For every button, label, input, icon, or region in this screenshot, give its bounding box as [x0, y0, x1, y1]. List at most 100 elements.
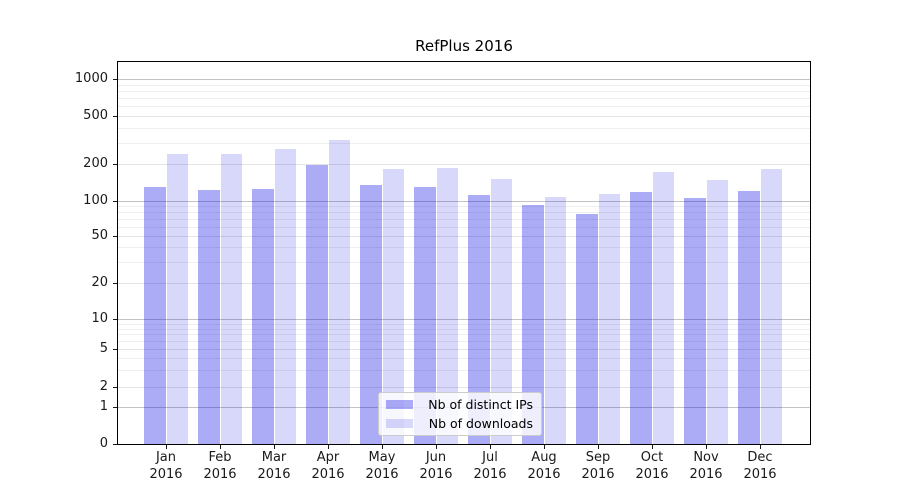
- y-tick-label: 0: [99, 436, 108, 451]
- gridline-minor: [118, 85, 810, 86]
- y-tick-label: 20: [91, 275, 108, 290]
- x-tick-label-jul: Jul 2016: [463, 449, 517, 483]
- x-tick-label-aug: Aug 2016: [517, 449, 571, 483]
- y-tick: [113, 407, 117, 408]
- y-tick: [113, 283, 117, 284]
- x-tick-label-sep: Sep 2016: [571, 449, 625, 483]
- y-tick: [113, 349, 117, 350]
- gridline-minor: [118, 128, 810, 129]
- x-tick-label-mar: Mar 2016: [247, 449, 301, 483]
- gridline-minor: [118, 247, 810, 248]
- bar-downloads-sep: [598, 194, 620, 444]
- x-tick-year-label: 2016: [635, 467, 669, 482]
- y-tick-label: 100: [83, 193, 108, 208]
- y-tick-label: 5: [99, 341, 108, 356]
- x-tick-year-label: 2016: [419, 467, 453, 482]
- gridline-minor: [118, 334, 810, 335]
- gridline-minor: [118, 227, 810, 228]
- y-tick-label: 1000: [74, 71, 108, 86]
- x-tick: [166, 445, 167, 449]
- gridline-major: [118, 201, 810, 202]
- bar-downloads-aug: [544, 196, 566, 444]
- y-tick: [113, 319, 117, 320]
- legend-label-downloads: Nb of downloads: [428, 416, 533, 431]
- gridline-minor: [118, 219, 810, 220]
- x-tick-year-label: 2016: [203, 467, 237, 482]
- y-tick: [113, 164, 117, 165]
- bar-distinct-ips-may: [360, 184, 382, 444]
- bar-downloads-mar: [274, 149, 296, 444]
- x-tick-label-dec: Dec 2016: [733, 449, 787, 483]
- bar-distinct-ips-dec: [738, 190, 760, 444]
- legend-swatch-distinct-ips: [386, 400, 413, 409]
- y-tick-label: 10: [91, 311, 108, 326]
- x-tick: [760, 445, 761, 449]
- y-tick: [113, 444, 117, 445]
- legend-label-distinct-ips: Nb of distinct IPs: [428, 397, 533, 412]
- gridline-minor: [118, 262, 810, 263]
- gridline-minor: [118, 324, 810, 325]
- legend-item-distinct-ips: Nb of distinct IPs: [386, 397, 533, 412]
- gridline-minor: [118, 98, 810, 99]
- y-tick-label: 50: [91, 228, 108, 243]
- legend: Nb of distinct IPs Nb of downloads: [378, 392, 542, 436]
- gridline-minor: [118, 143, 810, 144]
- bar-distinct-ips-sep: [576, 213, 598, 444]
- y-tick: [113, 116, 117, 117]
- bar-downloads-oct: [652, 171, 674, 444]
- x-tick: [652, 445, 653, 449]
- bar-distinct-ips-feb: [198, 189, 220, 444]
- bar-distinct-ips-apr: [306, 164, 328, 444]
- y-tick-label: 1: [99, 399, 108, 414]
- gridline-minor: [118, 329, 810, 330]
- x-tick: [328, 445, 329, 449]
- bar-downloads-jun: [436, 167, 458, 444]
- y-tick: [113, 236, 117, 237]
- bar-downloads-dec: [760, 168, 782, 444]
- legend-item-downloads: Nb of downloads: [386, 416, 533, 431]
- x-tick: [382, 445, 383, 449]
- gridline: [118, 236, 810, 237]
- bar-distinct-ips-mar: [252, 188, 274, 444]
- bar-distinct-ips-jun: [414, 186, 436, 444]
- gridline: [118, 349, 810, 350]
- x-tick-label-jan: Jan 2016: [139, 449, 193, 483]
- x-tick-label-may: May 2016: [355, 449, 409, 483]
- x-tick-label-jun: Jun 2016: [409, 449, 463, 483]
- x-tick-label-oct: Oct 2016: [625, 449, 679, 483]
- gridline-minor: [118, 370, 810, 371]
- y-tick-label: 200: [83, 156, 108, 171]
- bar-distinct-ips-jul: [468, 194, 490, 444]
- bar-downloads-feb: [220, 154, 242, 444]
- bar-downloads-jul: [490, 178, 512, 444]
- x-tick: [274, 445, 275, 449]
- bar-distinct-ips-nov: [684, 197, 706, 444]
- bar-distinct-ips-oct: [630, 192, 652, 444]
- bar-downloads-may: [382, 168, 404, 444]
- x-tick: [220, 445, 221, 449]
- bar-downloads-apr: [328, 139, 350, 444]
- gridline-minor: [118, 341, 810, 342]
- bar-downloads-nov: [706, 180, 728, 444]
- x-tick-label-feb: Feb 2016: [193, 449, 247, 483]
- gridline: [118, 164, 810, 165]
- x-tick: [598, 445, 599, 449]
- gridline-minor: [118, 91, 810, 92]
- gridline-minor: [118, 212, 810, 213]
- x-tick: [706, 445, 707, 449]
- x-tick-label-apr: Apr 2016: [301, 449, 355, 483]
- y-tick: [113, 387, 117, 388]
- x-tick: [544, 445, 545, 449]
- x-tick-year-label: 2016: [743, 467, 777, 482]
- gridline: [118, 116, 810, 117]
- x-tick-year-label: 2016: [311, 467, 345, 482]
- bar-distinct-ips-aug: [522, 205, 544, 444]
- y-tick-label: 2: [99, 379, 108, 394]
- x-tick-year-label: 2016: [581, 467, 615, 482]
- gridline-minor: [118, 358, 810, 359]
- bar-downloads-jan: [166, 154, 188, 444]
- x-tick-label-nov: Nov 2016: [679, 449, 733, 483]
- gridline-major: [118, 79, 810, 80]
- x-tick-year-label: 2016: [527, 467, 561, 482]
